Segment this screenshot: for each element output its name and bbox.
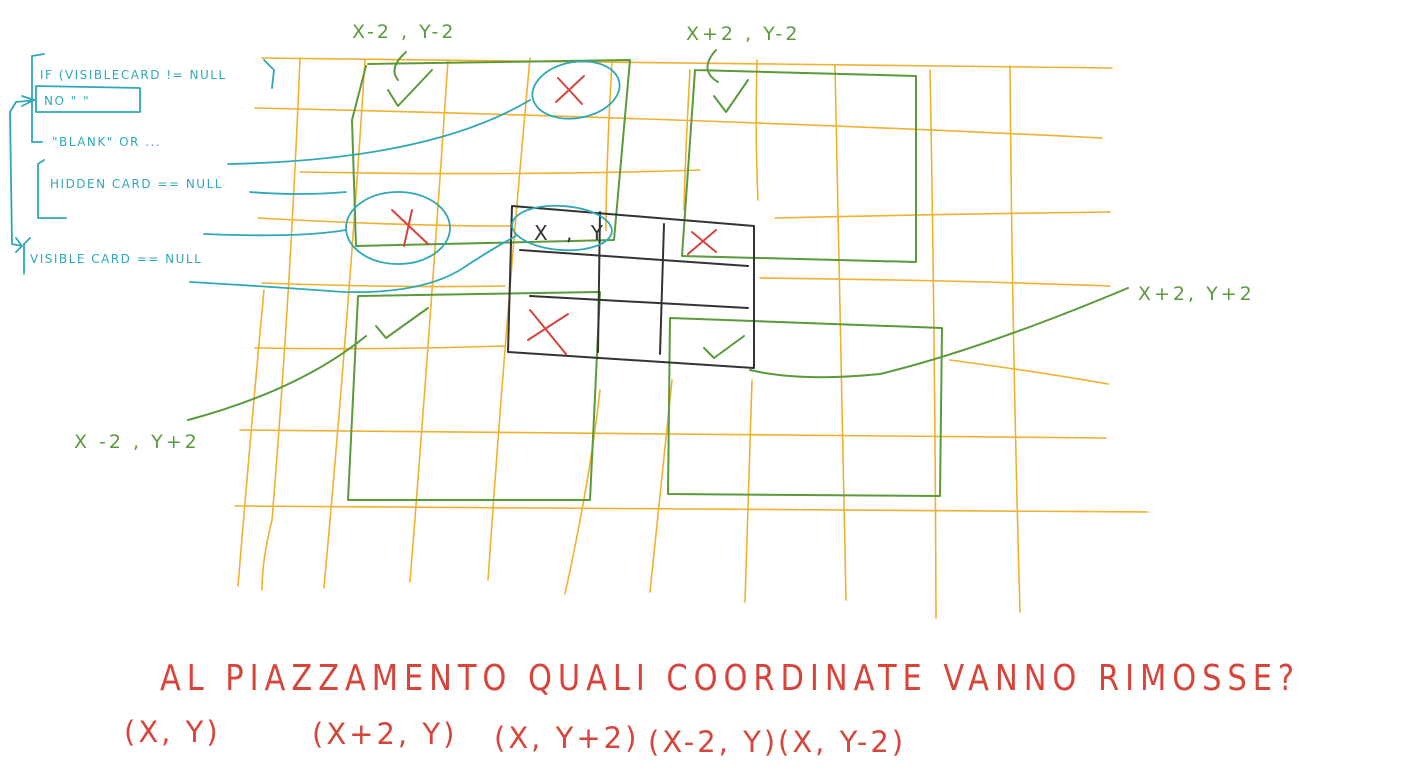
grid-line-h	[234, 505, 1149, 513]
grid-line-h	[949, 359, 1109, 385]
center-grid-outline	[507, 205, 755, 369]
label-bottom-right: X+2, Y+2	[1138, 283, 1255, 305]
check-icon	[387, 69, 433, 107]
grid-line-h	[257, 217, 511, 227]
circle-center	[511, 204, 613, 252]
check-icons	[375, 69, 749, 359]
grid-line-h	[261, 282, 506, 288]
label-bottom-left: X -2 , Y+2	[74, 431, 200, 453]
box-top-left	[351, 59, 631, 247]
center-grid-line	[597, 211, 601, 353]
center-grid	[507, 205, 755, 369]
note-visible-card-check: IF (VISIBLECARD != NULL	[40, 68, 227, 82]
leader-top-left	[393, 51, 407, 81]
coord-item: (X+2, Y)	[312, 717, 457, 751]
label-top-right: X+2 , Y-2	[686, 23, 800, 45]
leader-top-right	[706, 49, 719, 83]
grid-line-h	[254, 345, 506, 350]
box-top-right	[681, 69, 917, 263]
box-bottom-right	[667, 317, 943, 497]
grid-line-v	[271, 57, 301, 521]
center-grid-line	[659, 223, 665, 355]
cross-icon	[555, 75, 585, 105]
leader-bottom-left	[187, 335, 367, 421]
coord-item: (X, Y-2)	[778, 725, 906, 759]
grid-line-h	[261, 57, 1113, 69]
grid-line-v	[605, 59, 613, 231]
grid-line-v	[744, 379, 753, 603]
grid-line-v	[261, 519, 273, 591]
grid-line-h	[254, 107, 1103, 139]
grid-line-h	[299, 169, 701, 175]
check-icon	[703, 335, 745, 359]
arrow-head	[21, 95, 35, 107]
center-grid-line	[529, 295, 749, 309]
center-grid-line	[519, 249, 749, 267]
grid-line-v	[237, 289, 265, 587]
grid-line-h	[774, 211, 1111, 219]
grid-line-h	[759, 277, 1111, 287]
check-icon	[375, 307, 429, 339]
grid-line-h	[239, 429, 1107, 439]
grid-line-v	[755, 59, 759, 201]
grid-line-v	[487, 57, 531, 581]
connector-2	[249, 191, 347, 195]
coord-item: (X-2, Y)	[648, 725, 778, 759]
cross-icon	[527, 309, 569, 355]
grid-line-v	[683, 69, 691, 211]
no-box	[35, 85, 141, 113]
circle-top	[531, 60, 621, 120]
check-icon	[713, 79, 749, 113]
note-no-empty: NO " "	[44, 94, 90, 108]
leader-bottom-right	[749, 287, 1129, 379]
box-bottom-left	[347, 291, 601, 501]
bracket	[23, 237, 31, 275]
blue-notes	[9, 53, 621, 294]
grid-line-v	[1009, 65, 1021, 613]
grid-line-v	[929, 69, 937, 619]
coord-item: (X, Y+2)	[494, 721, 639, 755]
orange-grid	[234, 57, 1149, 619]
bracket	[263, 59, 275, 89]
connector-3	[203, 229, 347, 237]
green-boxes	[187, 49, 1129, 501]
note-visible-card-null: VISIBLE CARD == NULL	[30, 252, 202, 266]
note-blank-or: "BLANK" OR ...	[52, 135, 161, 149]
connector-4	[189, 235, 517, 294]
bracket	[37, 159, 67, 219]
grid-line-v	[834, 65, 847, 601]
arrow-loop	[9, 99, 37, 253]
question-title: AL PIAZZAMENTO QUALI COORDINATE VANNO RI…	[160, 658, 1300, 699]
coord-item: (X, Y)	[124, 715, 221, 749]
label-top-left: X-2 , Y-2	[352, 21, 456, 43]
grid-line-v	[323, 59, 366, 589]
label-center: X , Y	[534, 221, 609, 245]
circle-left	[345, 191, 451, 265]
cross-icon	[687, 229, 717, 255]
grid-line-v	[564, 389, 601, 595]
grid-line-v	[409, 59, 449, 583]
note-hidden-card: HIDDEN CARD == NULL	[50, 177, 223, 191]
cross-icon	[391, 209, 429, 247]
connector-1	[227, 99, 531, 165]
cross-icons	[391, 75, 717, 355]
